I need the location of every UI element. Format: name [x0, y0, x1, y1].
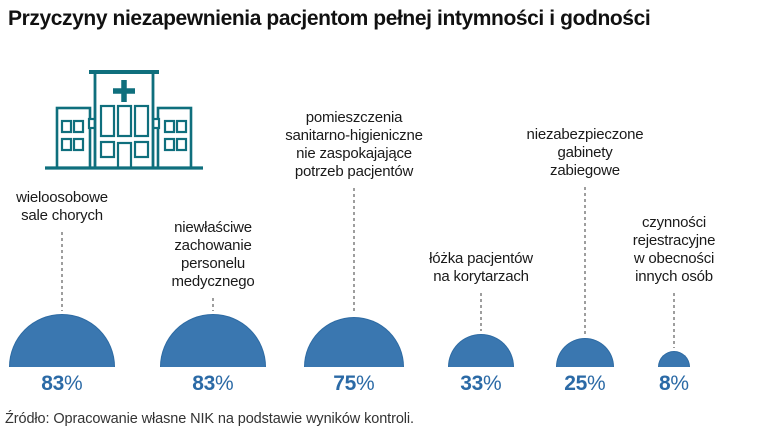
percent-number: 83: [41, 372, 65, 395]
connector-dashed-line: [584, 187, 586, 335]
semicircle-value-shape: [448, 334, 514, 367]
percent-value: 8%: [614, 372, 734, 396]
category-label: łóżka pacjentów na korytarzach: [429, 250, 533, 285]
category-label: niezabezpieczone gabinety zabiegowe: [526, 126, 644, 179]
percent-number: 33: [460, 372, 484, 395]
category-label: niewłaściwe zachowanie personelu medyczn…: [171, 219, 255, 290]
semicircle-value-shape: [304, 317, 404, 367]
percent-value: 33%: [421, 372, 541, 396]
percent-number: 8: [658, 372, 671, 395]
semicircle-value-shape: [556, 338, 614, 367]
category-label: czynności rejestracyjne w obecności inny…: [632, 214, 716, 285]
percent-sign: %: [215, 372, 234, 395]
percent-sign: %: [356, 372, 375, 395]
percent-value: 83%: [153, 372, 273, 396]
percent-sign: %: [670, 372, 690, 395]
source-note: Źródło: Opracowanie własne NIK na podsta…: [5, 411, 414, 427]
percent-number: 83: [192, 372, 216, 395]
semicircle-value-shape: [160, 314, 266, 367]
percent-sign: %: [587, 372, 606, 395]
semicircle-value-shape: [658, 351, 690, 367]
connector-dashed-line: [353, 188, 355, 314]
page-title: Przyczyny niezapewnienia pacjentom pełne…: [8, 7, 651, 30]
percent-value: 25%: [525, 372, 645, 396]
percent-number: 75: [333, 372, 357, 395]
connector-dashed-line: [480, 293, 482, 331]
percent-number: 25: [564, 372, 588, 395]
category-label: pomieszczenia sanitarno-higieniczne nie …: [285, 109, 423, 180]
percent-value: 83%: [2, 372, 122, 396]
hospital-building-icon: [45, 70, 203, 170]
percent-sign: %: [483, 372, 502, 395]
semicircle-value-shape: [9, 314, 115, 367]
category-label: wieloosobowe sale chorych: [16, 189, 108, 224]
percent-value: 75%: [294, 372, 414, 396]
connector-dashed-line: [61, 232, 63, 311]
connector-dashed-line: [212, 298, 214, 311]
percent-sign: %: [64, 372, 83, 395]
connector-dashed-line: [673, 293, 675, 348]
